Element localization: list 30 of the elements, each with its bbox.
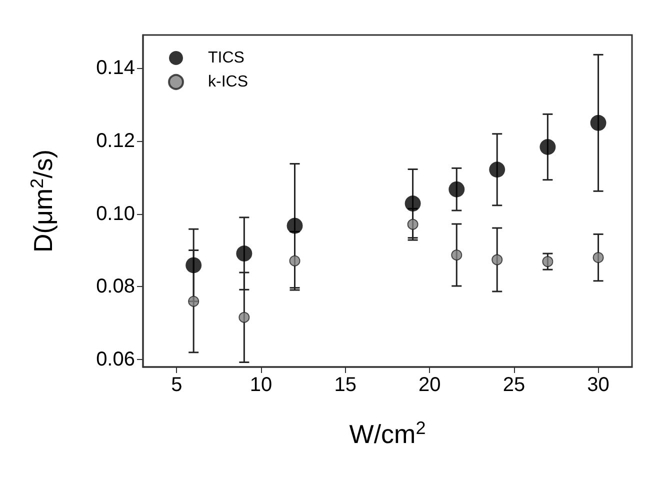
point xyxy=(236,246,252,262)
y-tick-label: 0.14 xyxy=(96,56,135,79)
x-tick-label: 25 xyxy=(502,374,526,396)
point xyxy=(186,257,202,274)
legend-label: k-ICS xyxy=(208,74,248,90)
point xyxy=(492,254,503,266)
legend-label: TICS xyxy=(208,50,244,66)
x-tick-label: 5 xyxy=(171,374,182,396)
point xyxy=(448,181,465,198)
point xyxy=(404,196,421,212)
y-tick-label: 0.06 xyxy=(96,348,135,371)
point xyxy=(188,296,200,307)
x-tick-label: 10 xyxy=(250,374,272,396)
y-axis-title: D(μm2/s) xyxy=(27,150,58,252)
point xyxy=(590,114,606,131)
y-tick-label: 0.08 xyxy=(96,276,135,298)
y-tick-label: 0.12 xyxy=(96,130,135,152)
x-tick-label: 15 xyxy=(334,374,356,396)
point xyxy=(489,162,506,178)
point xyxy=(451,250,462,260)
x-tick-label: 30 xyxy=(587,374,610,396)
point xyxy=(286,218,303,234)
point xyxy=(592,252,604,264)
point xyxy=(407,218,418,230)
point xyxy=(540,139,556,155)
x-tick-label: 20 xyxy=(418,374,441,396)
point xyxy=(542,256,554,268)
y-tick-label: 0.10 xyxy=(96,202,135,225)
point xyxy=(289,255,300,266)
point xyxy=(238,312,250,323)
